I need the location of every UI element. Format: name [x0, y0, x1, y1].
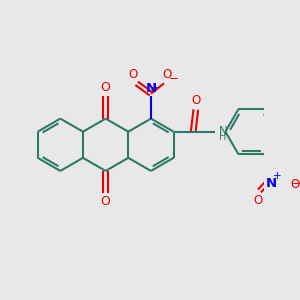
Text: O: O — [101, 81, 111, 94]
Text: −: − — [292, 177, 300, 190]
Text: O: O — [192, 94, 201, 107]
Text: O: O — [129, 68, 138, 82]
Text: O: O — [254, 194, 263, 207]
Text: N: N — [219, 125, 227, 138]
Text: H: H — [219, 132, 226, 142]
Text: N: N — [266, 177, 277, 190]
Text: O: O — [290, 178, 299, 191]
Text: N: N — [146, 82, 157, 95]
Text: +: + — [273, 171, 281, 181]
Text: O: O — [162, 68, 171, 81]
Text: −: − — [168, 72, 178, 85]
Text: O: O — [101, 195, 111, 208]
Text: +: + — [152, 83, 160, 93]
